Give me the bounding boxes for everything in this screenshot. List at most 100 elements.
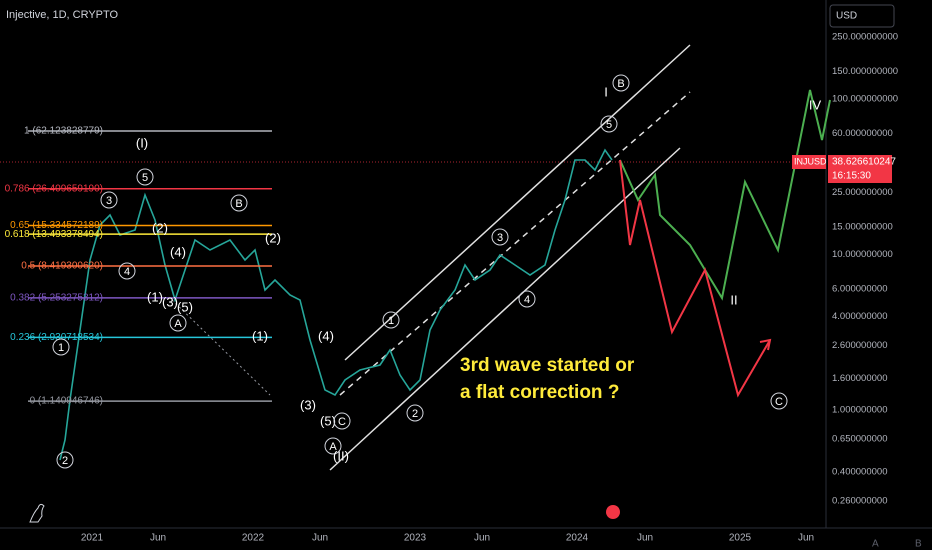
price-tick-label: 250.000000000	[832, 31, 898, 42]
wave-label: 3	[497, 232, 503, 244]
price-tick-label: 10.000000000	[832, 249, 893, 260]
price-tick-label: 150.000000000	[832, 66, 898, 77]
fib-label: 0.382 (5.253275312)	[10, 293, 103, 304]
wave-circle	[333, 412, 351, 430]
channel-mid	[339, 91, 691, 396]
wave-circle	[56, 451, 74, 469]
wave-circle	[169, 314, 187, 332]
wave-label: 5	[142, 172, 148, 184]
wave-label: 4	[524, 294, 530, 306]
time-tick-label: 2024	[566, 533, 589, 544]
symbol-badge-text: INJUSD	[794, 156, 827, 166]
wave-circle	[770, 392, 788, 410]
wave-label: B	[617, 78, 624, 90]
arrow-head	[759, 338, 772, 351]
fib-label: 1 (62.123828779)	[24, 126, 103, 137]
price-badge	[828, 155, 892, 183]
wave-label: (3)	[162, 294, 178, 309]
channel-upper	[344, 44, 691, 361]
wave-label: (1)	[147, 289, 163, 304]
wave-label: A	[174, 318, 182, 330]
price-tick-label: 4.000000000	[832, 311, 887, 322]
fib-label: 0 (1.140946746)	[30, 396, 103, 407]
wave-label: (4)	[170, 244, 186, 259]
wave-label: A	[329, 441, 337, 453]
wave-label: (5)	[177, 299, 193, 314]
wave-circle	[136, 168, 154, 186]
wave-label: (3)	[300, 397, 316, 412]
wave-label: (2)	[152, 220, 168, 235]
wave-circle	[406, 404, 424, 422]
wave-label: II	[730, 292, 737, 307]
fib-label: 0.65 (15.334572189)	[10, 220, 103, 231]
flag-icon[interactable]	[606, 505, 620, 519]
wave-label: 1	[58, 342, 64, 354]
price-tick-label: 2.600000000	[832, 340, 887, 351]
time-tick-label: Jun	[798, 533, 814, 544]
time-tick-label: 2023	[404, 533, 427, 544]
time-tick-label: Jun	[474, 533, 490, 544]
channel-lower	[329, 147, 681, 471]
wave-circle	[491, 228, 509, 246]
wave-label: (4)	[318, 328, 334, 343]
price-tick-label: 0.400000000	[832, 466, 887, 477]
wave-label: 2	[62, 455, 68, 467]
wave-label: 5	[606, 119, 612, 131]
last-price: 38.626610247	[832, 157, 896, 168]
annotation: a flat correction ?	[460, 382, 619, 403]
wave-label: (II)	[333, 448, 349, 463]
fib-label: 0.786 (26.409659190)	[5, 183, 103, 194]
wave-circle	[324, 437, 342, 455]
wave-circle	[600, 115, 618, 133]
fib-label: 0.618 (13.493378494)	[5, 229, 103, 240]
footer-b[interactable]: B	[915, 539, 922, 550]
price-tick-label: 1.000000000	[832, 405, 887, 416]
symbol-badge	[792, 155, 826, 169]
wave-circle	[230, 194, 248, 212]
wave-label: 4	[124, 266, 130, 278]
fib-label: 0.236 (2.930718534)	[10, 332, 103, 343]
price-tick-label: 6.000000000	[832, 283, 887, 294]
projection-red	[619, 159, 771, 398]
wave-label: IV	[809, 97, 822, 112]
wave-circle	[382, 311, 400, 329]
wave-label: 2	[412, 408, 418, 420]
wave-circle	[52, 338, 70, 356]
wave-label: B	[235, 198, 242, 210]
annotation: 3rd wave started or	[460, 355, 635, 376]
time-tick-label: Jun	[637, 533, 653, 544]
footer-a[interactable]: A	[872, 539, 879, 550]
wave-label: C	[775, 396, 783, 408]
wave-label: I	[604, 84, 608, 99]
wave-label: (1)	[252, 328, 268, 343]
price-curve	[59, 148, 613, 461]
wave-label: (5)	[320, 413, 336, 428]
currency[interactable]: USD	[836, 11, 857, 22]
wave-label: 3	[106, 195, 112, 207]
price-tick-label: 0.260000000	[832, 496, 887, 507]
time-tick-label: 2021	[81, 533, 104, 544]
wave-label: (I)	[136, 135, 148, 150]
time-tick-label: Jun	[312, 533, 328, 544]
wave-circle	[100, 191, 118, 209]
wave-circle	[118, 262, 136, 280]
price-tick-label: 15.000000000	[832, 222, 893, 233]
currency-button[interactable]	[829, 4, 895, 28]
countdown: 16:15:30	[832, 171, 871, 182]
symbol-title: Injective, 1D, CRYPTO	[6, 9, 119, 21]
wave-circle	[518, 290, 536, 308]
wave-label: (2)	[265, 230, 281, 245]
fib-label: 0.5 (8.419300620)	[21, 261, 103, 272]
time-tick-label: Jun	[150, 533, 166, 544]
price-tick-label: 1.600000000	[832, 373, 887, 384]
wave-label: C	[338, 416, 346, 428]
logo	[29, 503, 45, 523]
price-tick-label: 25.000000000	[832, 187, 893, 198]
wave-label: 1	[388, 315, 394, 327]
projection-green	[619, 89, 831, 301]
time-tick-label: 2022	[242, 533, 265, 544]
price-tick-label: 60.000000000	[832, 128, 893, 139]
wave-circle	[612, 74, 630, 92]
